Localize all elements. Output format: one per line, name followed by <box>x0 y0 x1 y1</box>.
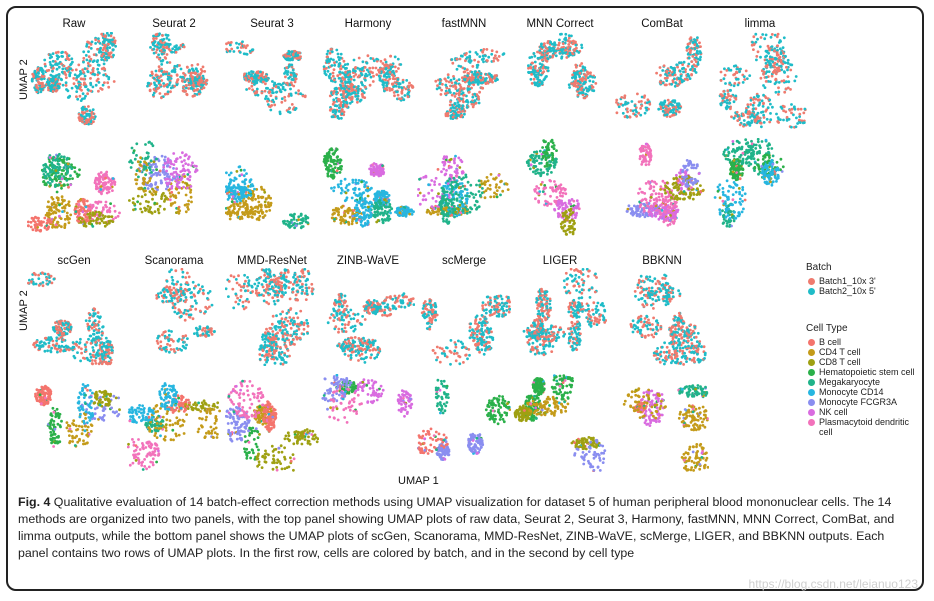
legend: Batch Batch1_10x 3' Batch2_10x 5' Cell Ty… <box>806 262 916 437</box>
legend-item: Batch2_10x 5' <box>806 286 916 296</box>
legend-swatch <box>808 399 815 406</box>
umap-plot-batch <box>225 40 307 116</box>
legend-swatch <box>808 409 815 416</box>
legend-label: Plasmacytoid dendritic cell <box>819 417 910 437</box>
umap-plot-celltype <box>128 140 199 215</box>
umap-plot-batch <box>434 48 506 120</box>
legend-label: Hematopoietic stem cell <box>819 367 915 377</box>
legend-swatch <box>808 379 815 386</box>
method-title: limma <box>744 18 776 30</box>
figure-caption: Fig. 4 Qualitative evaluation of 14 batc… <box>18 494 918 562</box>
legend-batch-list: Batch1_10x 3' Batch2_10x 5' <box>806 276 916 296</box>
watermark: https://blog.csdn.net/leianuo123 <box>748 577 918 591</box>
umap-plot-batch <box>225 268 315 366</box>
legend-label: CD8 T cell <box>819 357 861 367</box>
method-title: Scanorama <box>144 255 204 267</box>
legend-celltype-list: B cell CD4 T cell CD8 T cell Hematopoietic … <box>806 337 916 437</box>
umap-plot-celltype <box>321 374 414 424</box>
legend-item: Hematopoietic stem cell <box>806 367 916 377</box>
umap-plot-batch <box>718 32 807 129</box>
umap-plot-batch <box>27 271 114 366</box>
umap-plot-batch <box>146 32 209 100</box>
legend-item: CD4 T cell <box>806 347 916 357</box>
legend-label: Monocyte CD14 <box>819 387 884 397</box>
umap-plot-batch <box>629 273 707 366</box>
legend-item: CD8 T cell <box>806 357 916 367</box>
method-title: BBKNN <box>642 255 682 267</box>
legend-label: B cell <box>819 337 842 347</box>
method-title: MNN Correct <box>526 18 594 30</box>
legend-label: NK cell <box>819 407 848 417</box>
legend-item: NK cell <box>806 407 916 417</box>
umap-plot-celltype <box>322 147 415 228</box>
umap-plot-batch <box>155 268 216 354</box>
umap-plot-celltype <box>417 154 510 225</box>
umap-plot-batch <box>527 32 598 100</box>
method-title: Seurat 2 <box>152 18 196 30</box>
umap-plot-celltype <box>34 383 121 448</box>
legend-item: Monocyte FCGR3A <box>806 397 916 407</box>
umap-plot-celltype <box>225 165 310 230</box>
umap-plot-batch <box>522 268 607 357</box>
umap-plot-celltype <box>513 374 607 472</box>
legend-item: B cell <box>806 337 916 347</box>
method-title: scGen <box>57 255 91 267</box>
method-title: MMD-ResNet <box>237 255 307 267</box>
legend-swatch <box>808 389 815 396</box>
caption-label: Fig. 4 <box>18 495 51 509</box>
legend-item: Megakaryocyte <box>806 377 916 387</box>
legend-swatch <box>808 339 815 346</box>
method-title: scMerge <box>441 255 487 267</box>
method-title: Harmony <box>344 18 392 30</box>
method-title: LIGER <box>542 255 578 267</box>
legend-label: Batch2_10x 5' <box>819 286 876 296</box>
legend-label: Megakaryocyte <box>819 377 881 387</box>
legend-swatch <box>808 349 815 356</box>
umap-plot-batch <box>420 294 511 366</box>
legend-swatch <box>808 288 815 295</box>
umap-plot-batch <box>30 32 117 126</box>
legend-item: Monocyte CD14 <box>806 387 916 397</box>
legend-item: Plasmacytoid dendritic cell <box>806 417 916 437</box>
x-axis-label: UMAP 1 <box>398 475 439 487</box>
caption-text: Qualitative evaluation of 14 batch-effec… <box>18 495 895 560</box>
method-title: ComBat <box>641 18 683 30</box>
legend-label: Batch1_10x 3' <box>819 276 876 286</box>
legend-celltype-title: Cell Type <box>806 323 848 334</box>
legend-swatch <box>808 359 815 366</box>
legend-label: Monocyte FCGR3A <box>819 397 898 407</box>
umap-plot-celltype <box>417 378 511 461</box>
umap-plot-celltype <box>127 382 221 471</box>
method-title: ZINB-WaVE <box>336 255 400 267</box>
legend-label: CD4 T cell <box>819 347 861 357</box>
method-title: Seurat 3 <box>250 18 294 30</box>
umap-plot-celltype <box>713 138 785 228</box>
umap-plot-batch <box>615 36 703 119</box>
umap-plot-celltype <box>225 379 319 472</box>
umap-plot-celltype <box>525 138 581 236</box>
legend-swatch <box>808 369 815 376</box>
legend-batch-title: Batch <box>806 262 832 273</box>
umap-plot-celltype <box>625 142 705 227</box>
method-title: Raw <box>62 18 86 30</box>
umap-plot-batch <box>322 47 415 120</box>
method-title: fastMNN <box>441 18 487 30</box>
umap-plot-batch <box>326 292 415 364</box>
legend-item: Batch1_10x 3' <box>806 276 916 286</box>
umap-plot-celltype <box>622 384 709 472</box>
legend-swatch <box>808 419 815 426</box>
umap-plot-celltype <box>27 152 121 233</box>
legend-swatch <box>808 278 815 285</box>
